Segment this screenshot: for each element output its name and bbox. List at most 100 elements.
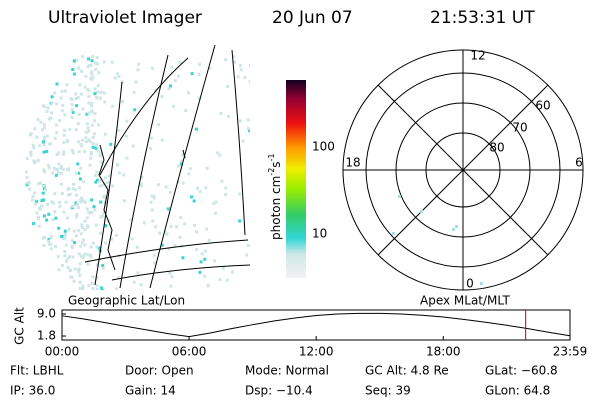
pixel [94,67,98,71]
pixel [45,134,49,138]
pixel [186,91,190,95]
pixel [65,83,69,87]
pixel [46,106,50,110]
pixel [110,237,114,241]
pixel [180,162,184,166]
pixel [455,225,458,228]
panel-label: Apex MLat/MLT [420,294,510,308]
pixel [90,109,94,113]
pixel [480,282,483,285]
pixel [248,129,250,133]
pixel [60,109,64,113]
pixel [25,175,29,179]
pixel [156,183,160,187]
pixel [190,195,194,199]
pixel [54,123,58,127]
pixel [63,113,67,117]
pixel [55,131,59,135]
status-field: GLat: −60.8 [485,364,558,378]
pixel [95,283,99,287]
meridian [119,54,169,289]
pixel [80,138,84,142]
pixel [41,104,45,108]
pixel [95,143,99,147]
pixel [152,253,156,257]
pixel [106,181,110,185]
pixel [40,199,44,203]
pixel [117,75,121,79]
pixel [248,80,250,84]
pixel [99,231,103,235]
pixel [91,142,95,146]
pixel [42,168,46,172]
mlat-label: 70 [512,121,527,135]
pixel [67,193,71,197]
mlat-label: 80 [489,141,504,155]
pixel [70,275,74,279]
pixel [74,128,78,132]
pixel [80,223,84,227]
pixel [83,85,87,89]
pixel [63,250,67,254]
pixel [94,146,98,150]
colorbar-tick: 10 [312,227,327,241]
pixel [187,172,191,176]
pixel [116,276,120,280]
pixel [204,249,208,253]
pixel [179,159,183,163]
pixel [78,273,82,277]
exp: -2 [267,168,276,176]
pixel [96,62,100,66]
pixel [71,255,75,259]
pixel [99,215,103,219]
pixel [50,101,54,105]
pixel [54,173,58,177]
pixel [72,59,76,63]
pixel [66,266,70,270]
pixel [170,65,174,69]
pixel [84,130,88,134]
status-field: Flt: LBHL [10,364,64,378]
pixel [139,184,143,188]
pixel [150,208,154,212]
instrument: Ultraviolet Imager [48,8,202,28]
pixel [238,119,242,123]
meridian [231,49,246,236]
pixel [77,252,81,256]
pixel [95,287,99,290]
pixel [218,153,222,157]
pixel [71,151,75,155]
pixel [60,191,64,195]
pixel [39,120,43,124]
exp: -1 [267,153,276,161]
pixel [140,175,144,179]
pixel [87,284,91,288]
pixel [31,195,35,199]
pixel [78,83,82,87]
pixel [50,111,54,115]
pixel [35,135,39,139]
pixel [178,60,182,64]
pixel [45,218,49,222]
pixel [90,101,94,105]
pixel [103,176,107,180]
status-field: Mode: Normal [245,364,329,378]
pixel [91,145,95,149]
parallel [99,57,189,176]
pixel [90,198,94,202]
pixel [74,203,78,207]
pixel [70,108,74,112]
pixel [89,245,93,249]
pixel [246,118,250,122]
pixel [62,150,66,154]
pixel [233,60,237,64]
pixel [32,222,36,226]
pixel [32,159,36,163]
pixel [52,201,56,205]
pixel [200,252,204,256]
pixel [125,119,129,123]
pixel [71,68,75,72]
spoke [377,84,549,256]
pixel [77,186,81,190]
